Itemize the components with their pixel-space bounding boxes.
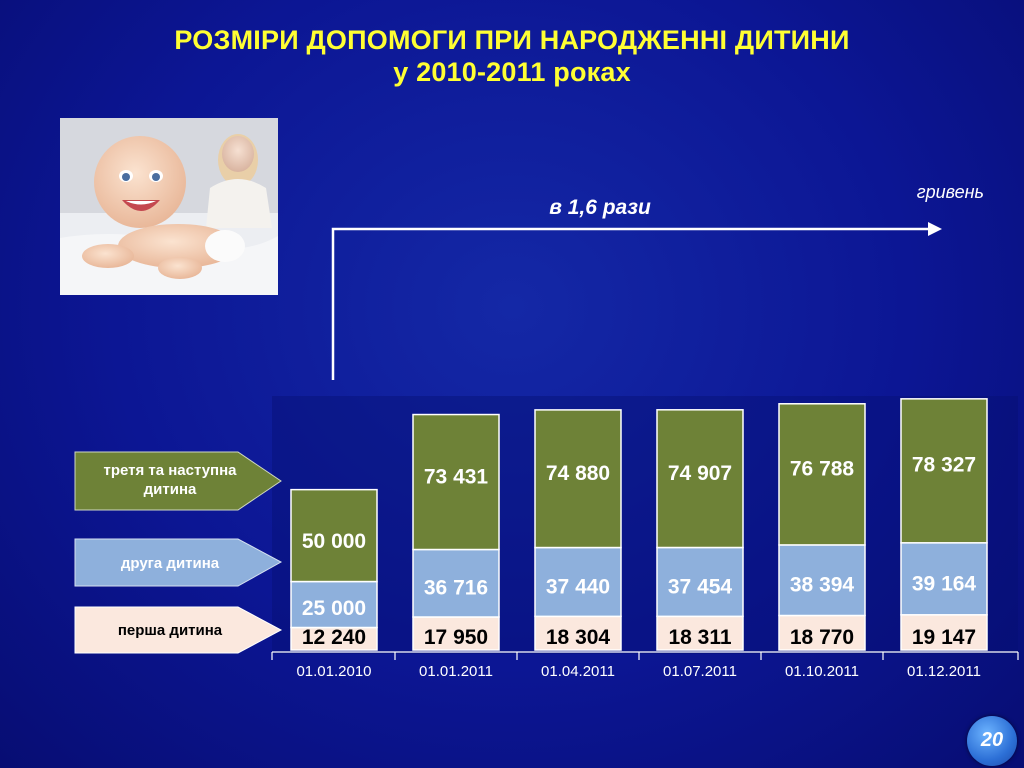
value-label-third-child: 74 907: [668, 462, 732, 485]
value-label-second-child: 25 000: [302, 597, 366, 620]
bar-segment-third-child: [534, 409, 622, 549]
category-label: 01.12.2011: [907, 663, 981, 680]
page-number: 20: [980, 729, 1004, 751]
legend-second-arrow: [74, 538, 283, 587]
value-label-first-child: 18 770: [790, 626, 854, 649]
value-label-first-child: 12 240: [302, 626, 366, 649]
category-label: 01.10.2011: [785, 663, 859, 680]
value-label-third-child: 78 327: [912, 454, 976, 477]
growth-arrow-head: [928, 222, 942, 236]
bar-segment-third-child: [900, 398, 988, 544]
legend-first-label: перша дитина: [117, 622, 223, 639]
unit-label: гривень: [916, 182, 984, 202]
chart-shadow: [272, 396, 1018, 654]
value-label-first-child: 19 147: [912, 626, 976, 649]
category-label: 01.04.2011: [541, 663, 615, 680]
value-label-first-child: 18 304: [546, 626, 611, 649]
legend-third-arrow: [74, 451, 282, 511]
value-label-second-child: 36 716: [424, 577, 488, 600]
value-label-third-child: 74 880: [546, 462, 610, 485]
value-label-second-child: 37 440: [546, 575, 610, 598]
value-label-second-child: 37 454: [668, 575, 733, 598]
bar-segment-third-child: [656, 409, 744, 549]
page-subtitle: у 2010-2011 роках: [393, 57, 631, 87]
legend-third-label: третя та наступна дитина: [103, 462, 237, 498]
bar-segment-first-child: [412, 616, 500, 651]
baby-photo-icon: [60, 118, 278, 295]
baby-photo: [60, 118, 278, 295]
category-label: 01.01.2010: [296, 663, 371, 680]
bar-segment-third-child: [290, 488, 378, 583]
bar-segment-first-child: [900, 614, 988, 651]
bar-segment-third-child: [778, 403, 866, 546]
value-label-first-child: 17 950: [424, 626, 488, 649]
bar-segment-second-child: [534, 546, 622, 618]
bar-segment-first-child: [778, 614, 866, 651]
value-label-second-child: 39 164: [912, 572, 977, 595]
bar-segment-first-child: [656, 615, 744, 651]
value-label-first-child: 18 311: [668, 626, 731, 649]
value-label-third-child: 50 000: [302, 530, 366, 553]
value-label-second-child: 38 394: [790, 574, 855, 597]
bar-segment-second-child: [290, 580, 378, 629]
bar-segment-second-child: [900, 542, 988, 616]
bar-segment-second-child: [778, 544, 866, 617]
bar-segment-first-child: [534, 615, 622, 651]
value-label-third-child: 73 431: [424, 465, 489, 488]
bar-segment-second-child: [412, 548, 500, 618]
legend-second-label: друга дитина: [120, 555, 220, 572]
value-label-third-child: 76 788: [790, 457, 855, 480]
page-title: РОЗМІРИ ДОПОМОГИ ПРИ НАРОДЖЕННІ ДИТИНИ: [174, 25, 850, 55]
value-labels: 12 240 25 000 50 000 17 950 36 716 73 431 18 3…: [302, 454, 977, 649]
x-axis-ticks: [271, 652, 1019, 660]
category-label: 01.07.2011: [663, 663, 737, 680]
legend-first-arrow: [74, 606, 283, 654]
bars: [290, 398, 988, 651]
growth-arrow-line: [331, 227, 938, 380]
growth-label: в 1,6 рази: [549, 196, 651, 219]
page-number-badge: 20: [967, 716, 1017, 766]
bar-segment-third-child: [412, 413, 500, 551]
category-label: 01.01.2011: [419, 663, 493, 680]
category-labels: 01.01.2010 01.01.2011 01.04.2011 01.07.2011…: [296, 663, 981, 680]
